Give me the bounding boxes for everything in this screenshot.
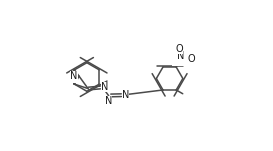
Text: N: N — [70, 71, 78, 81]
Text: O: O — [176, 44, 183, 54]
Text: N: N — [101, 82, 108, 92]
Text: N: N — [122, 90, 129, 100]
Text: O: O — [188, 54, 195, 64]
Text: N: N — [105, 96, 112, 106]
Text: N: N — [177, 51, 184, 61]
Text: S: S — [72, 73, 78, 83]
